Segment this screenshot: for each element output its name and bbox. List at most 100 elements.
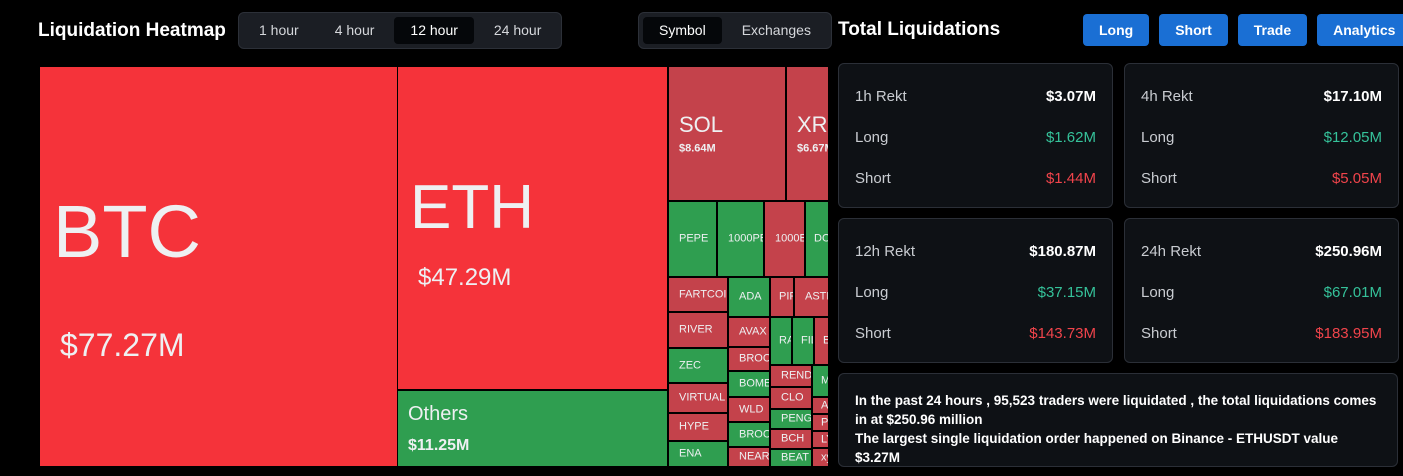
heatmap-tile[interactable]: VIRTUAL (669, 384, 727, 412)
tile-label: NEAR (739, 450, 769, 463)
heatmap-tile[interactable]: BEAT (771, 450, 811, 466)
heatmap-tile[interactable]: LYN (813, 432, 828, 447)
card-title: 24h Rekt (1141, 243, 1202, 260)
heatmap-tile[interactable]: xyz (813, 449, 828, 466)
row-value: $1.44M (1045, 170, 1096, 187)
tile-label: RIVER (679, 323, 713, 336)
time-tabs: 1 hour 4 hour 12 hour 24 hour (238, 12, 563, 49)
time-tab[interactable]: 1 hour (259, 22, 299, 38)
heatmap-tile[interactable]: MON (813, 366, 828, 396)
heatmap-tile[interactable]: CLO (771, 388, 811, 408)
heatmap-tile[interactable]: PENGU (771, 410, 811, 428)
card-header: 12h Rekt $180.87M (855, 243, 1096, 260)
heatmap-tile[interactable]: BCH (771, 430, 811, 448)
tile-label: BROCCOLI (739, 352, 769, 365)
heatmap-tile[interactable]: FIL (793, 318, 813, 364)
rekt-card: 24h Rekt $250.96M Long $67.01M Short $183.95M (1124, 218, 1399, 363)
tile-label: LYN (821, 433, 828, 445)
tile-label: PI (821, 416, 828, 428)
heatmap-tile[interactable]: WLD (729, 398, 769, 421)
heatmap-tile[interactable]: SOL $8.64M (669, 67, 785, 200)
heatmap-tile[interactable]: PEPE (669, 202, 716, 276)
time-tab[interactable]: 24 hour (493, 22, 542, 38)
heatmap-tile[interactable]: 1000BONK (765, 202, 804, 276)
row-label: Short (1141, 170, 1177, 187)
tile-label: ETC (823, 334, 828, 347)
tile-label: FIL (801, 334, 813, 347)
heatmap-tile[interactable]: BOME (729, 372, 769, 396)
heatmap-tile[interactable]: FARTCOIN (669, 278, 727, 311)
panel-button[interactable]: Analytics (1317, 14, 1403, 46)
card-total: $3.07M (1045, 88, 1096, 105)
tile-label: BTC (53, 190, 201, 273)
heatmap-tile[interactable]: BTC $77.27M (40, 67, 397, 466)
view-tab[interactable]: Symbol (643, 17, 722, 44)
tile-label: FARTCOIN (679, 288, 727, 300)
heatmap-tile[interactable]: ASTER (795, 278, 828, 316)
tile-label: DOGE (814, 232, 828, 245)
tile-label: 1000BONK (775, 232, 804, 245)
tile-value: $11.25M (408, 437, 470, 454)
heatmap-tile[interactable]: BROCCOLI714 (729, 423, 769, 446)
card-row: Short $143.73M (855, 325, 1096, 342)
tile-label: RENDER (781, 369, 811, 382)
card-title: 4h Rekt (1141, 88, 1193, 105)
tile-label: BCH (781, 432, 805, 445)
card-row: Long $12.05M (1141, 129, 1382, 146)
heatmap-tile[interactable]: BROCCOLI (729, 348, 769, 370)
time-tab[interactable]: 12 hour (394, 17, 474, 44)
tile-label: CLO (781, 391, 804, 404)
heatmap-tile[interactable]: RAY (771, 318, 791, 364)
time-tab[interactable]: 4 hour (334, 22, 375, 38)
tile-label: xyz (821, 451, 828, 463)
panel-title: Total Liquidations (838, 19, 1001, 40)
heatmap-tile[interactable]: ADA (729, 278, 769, 316)
heatmap-tile[interactable]: ETH $47.29M (398, 67, 667, 389)
tile-label: ETH (410, 173, 534, 242)
heatmap-tile[interactable]: PI (813, 415, 828, 430)
heatmap-tile[interactable]: ETC (815, 318, 828, 364)
heatmap-tile[interactable]: Others $11.25M (398, 391, 667, 466)
heatmap-tile[interactable]: ZEC (669, 349, 727, 382)
heatmap-tile[interactable]: PIPPIN (771, 278, 793, 316)
heatmap-tile[interactable]: RIVER (669, 313, 727, 347)
card-row: Long $67.01M (1141, 284, 1382, 301)
panel-button[interactable]: Long (1083, 14, 1150, 46)
tile-label: AVAX (739, 325, 767, 338)
page-title: Liquidation Heatmap (38, 20, 226, 41)
heatmap-tile[interactable]: RENDER (771, 366, 811, 386)
heatmap-tile[interactable]: AVAX (729, 318, 769, 346)
view-tab[interactable]: Exchanges (741, 22, 811, 38)
tile-label: ZEC (679, 359, 701, 371)
card-title: 12h Rekt (855, 243, 916, 260)
tile-label: ADA (739, 290, 762, 303)
tile-label: BOME (739, 377, 769, 390)
heatmap-tile[interactable]: XRP $6.67M (787, 67, 828, 200)
tile-label: AR (821, 399, 828, 411)
tile-label: PIPPIN (779, 290, 793, 303)
panel-button[interactable]: Short (1159, 14, 1228, 46)
tile-label: VIRTUAL (679, 391, 726, 404)
row-value: $1.62M (1045, 129, 1096, 146)
tile-label: PEPE (679, 232, 709, 245)
heatmap-tile[interactable]: NEAR (729, 448, 769, 466)
tile-label: SOL (679, 112, 724, 137)
heatmap-tile[interactable]: 1000PEPE (718, 202, 763, 276)
heatmap-tile[interactable]: ENA (669, 442, 727, 466)
card-total: $180.87M (1029, 243, 1096, 260)
heatmap: BTC $77.27M ETH $47.29M Others $11.25M SOL $8.6… (40, 67, 828, 466)
tile-label: ASTER (805, 290, 828, 303)
tile-label: XRP (797, 112, 828, 137)
tile-label: Others (408, 403, 469, 425)
heatmap-tile[interactable]: HYPE (669, 414, 727, 440)
row-value: $37.15M (1037, 284, 1096, 301)
panel-button[interactable]: Trade (1237, 14, 1308, 46)
card-row: Short $1.44M (855, 170, 1096, 187)
rekt-card: 1h Rekt $3.07M Long $1.62M Short $1.44M (838, 63, 1113, 208)
card-total: $17.10M (1323, 88, 1382, 105)
row-label: Short (855, 325, 891, 342)
heatmap-tile[interactable]: DOGE (806, 202, 828, 276)
heatmap-tile[interactable]: AR (813, 398, 828, 413)
tile-label: ENA (679, 447, 702, 460)
